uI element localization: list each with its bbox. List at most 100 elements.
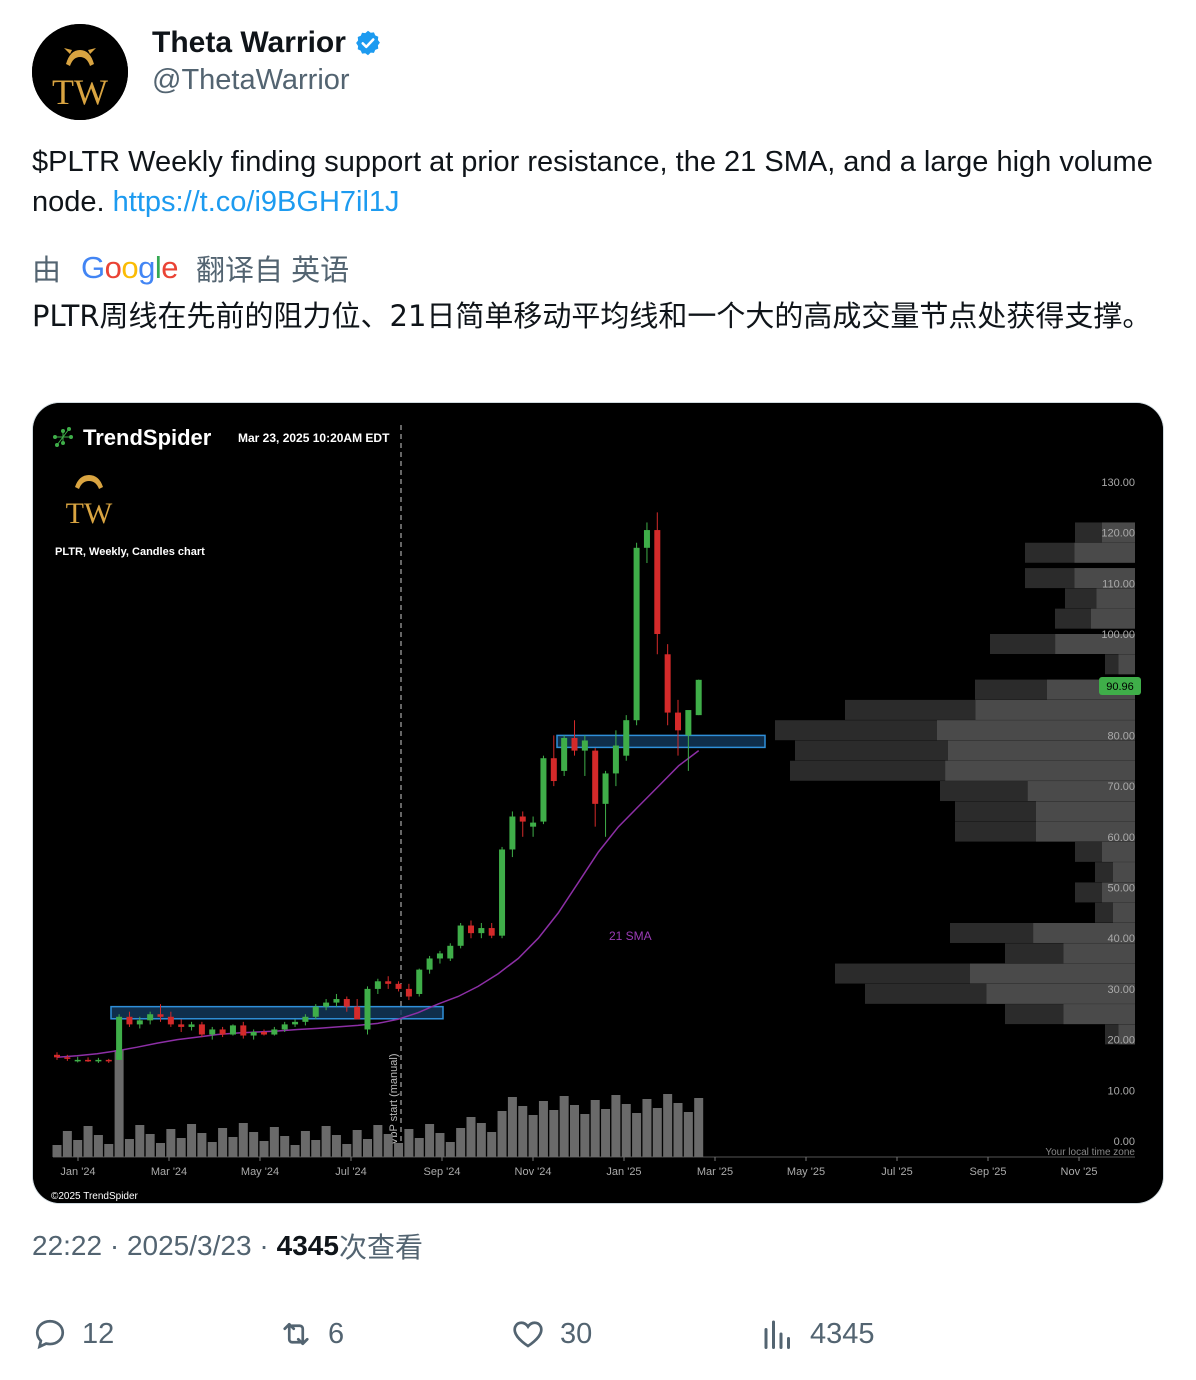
user-handle[interactable]: @ThetaWarrior (152, 64, 350, 96)
volume-bar (476, 1123, 486, 1157)
candle-body (54, 1054, 60, 1058)
chart-image[interactable]: TrendSpider Mar 23, 2025 10:20AM EDT TW … (32, 402, 1164, 1204)
tweet-link[interactable]: https://t.co/i9BGH7il1J (112, 186, 400, 218)
candle-body (343, 999, 350, 1007)
candle-body (416, 969, 423, 994)
candle-body (457, 925, 464, 946)
timezone-note: Your local time zone (1045, 1147, 1135, 1158)
candle-body (509, 816, 516, 850)
volume-profile-bar-inner (986, 983, 1135, 1004)
volume-bar (135, 1125, 145, 1157)
tweet-time[interactable]: 22:22 (32, 1230, 103, 1261)
avatar[interactable]: TW (32, 24, 128, 120)
candle-body (581, 740, 588, 751)
volume-profile-bar-inner (1063, 1004, 1135, 1025)
candle-body (333, 999, 340, 1003)
volume-profile-bar-inner (1074, 568, 1135, 589)
retweet-button[interactable]: 6 (278, 1310, 344, 1358)
translated-from-label[interactable]: 翻译自 英语 (196, 255, 350, 287)
volume-profile-bar-inner (1091, 608, 1135, 629)
volume-bar (104, 1144, 114, 1157)
y-tick-label: 100.00 (1101, 629, 1135, 641)
volume-profile-bar-inner (1027, 781, 1135, 802)
volume-bar (166, 1129, 176, 1157)
volume-profile-bar-inner (1036, 821, 1135, 842)
volume-profile-bar-inner (1063, 943, 1135, 964)
volume-bar (352, 1130, 362, 1157)
chart-timestamp: Mar 23, 2025 10:20AM EDT (238, 431, 390, 445)
candle-body (561, 737, 568, 771)
x-tick-label: Nov '25 (1061, 1166, 1098, 1178)
tw-logo-icon: TW (32, 24, 128, 120)
candle-body (281, 1024, 288, 1030)
y-tick-label: 0.00 (1114, 1136, 1135, 1148)
separator-dot: · (259, 1230, 269, 1261)
volume-bar (259, 1141, 269, 1157)
volume-bar (342, 1144, 352, 1157)
volume-bar (507, 1097, 517, 1157)
candles (54, 512, 702, 1063)
volume-bar (331, 1135, 341, 1157)
volume-bar (570, 1105, 579, 1157)
volume-bar (394, 1143, 404, 1157)
volume-bar (590, 1100, 600, 1157)
chart-title: PLTR, Weekly, Candles chart (55, 546, 205, 558)
candle-body (540, 758, 547, 822)
like-button[interactable]: 30 (510, 1310, 592, 1358)
volume-bar (404, 1129, 414, 1157)
candle-body (426, 958, 433, 970)
candle-body (271, 1029, 278, 1035)
volume-bar (145, 1134, 155, 1157)
volume-bar (62, 1131, 72, 1157)
x-tick-label: Jan '24 (60, 1166, 95, 1178)
views-label: 次查看 (338, 1232, 423, 1263)
volume-bar (673, 1103, 683, 1157)
candle-body (623, 720, 630, 756)
volume-profile-bar-inner (1036, 801, 1135, 822)
display-name[interactable]: Theta Warrior (152, 26, 346, 59)
candle-body (612, 745, 619, 774)
volume-bar (694, 1098, 704, 1157)
candle-body (354, 1006, 361, 1020)
volume-bar (93, 1135, 103, 1157)
candle-body (602, 773, 609, 804)
retweet-icon (283, 1322, 309, 1346)
volume-bar (207, 1142, 217, 1157)
candle-body (178, 1024, 185, 1027)
volume-bar (683, 1112, 693, 1157)
candle-body (385, 981, 392, 984)
volume-bar (601, 1109, 611, 1157)
y-tick-label: 130.00 (1101, 477, 1135, 489)
reply-button[interactable]: 12 (32, 1310, 114, 1358)
candle-body (219, 1029, 226, 1035)
candle-body (530, 822, 537, 827)
candle-body (571, 737, 578, 751)
volume-bar (549, 1110, 559, 1157)
volume-bars (52, 1050, 704, 1157)
brand-name: TrendSpider (83, 425, 212, 450)
volume-bar (538, 1101, 548, 1157)
svg-text:TW: TW (52, 72, 108, 112)
candle-body (136, 1020, 143, 1025)
candle-body (633, 547, 640, 721)
volume-bar (249, 1132, 259, 1157)
volume-bar (487, 1132, 497, 1157)
google-logo: Google (81, 250, 179, 285)
tweet-date[interactable]: 2025/3/23 (126, 1230, 252, 1261)
tweet-body: $PLTR Weekly finding support at prior re… (32, 146, 1153, 218)
volume-bar (414, 1138, 424, 1157)
volume-profile-bar-inner (970, 963, 1135, 984)
volume-bar (300, 1131, 310, 1157)
volume-bar (269, 1127, 279, 1157)
volume-bar (425, 1124, 435, 1157)
volume-profile-bar-inner (1096, 588, 1135, 609)
candle-body (312, 1006, 319, 1017)
candle-body (519, 816, 526, 822)
candle-body (64, 1057, 71, 1059)
support-zone-2025 (556, 734, 766, 749)
candle-body (116, 1016, 123, 1060)
volume-bar (156, 1143, 165, 1157)
x-tick-label: Jan '25 (606, 1166, 641, 1178)
views-button[interactable]: 4345 (760, 1310, 875, 1358)
views-count: 4345 (276, 1230, 339, 1261)
